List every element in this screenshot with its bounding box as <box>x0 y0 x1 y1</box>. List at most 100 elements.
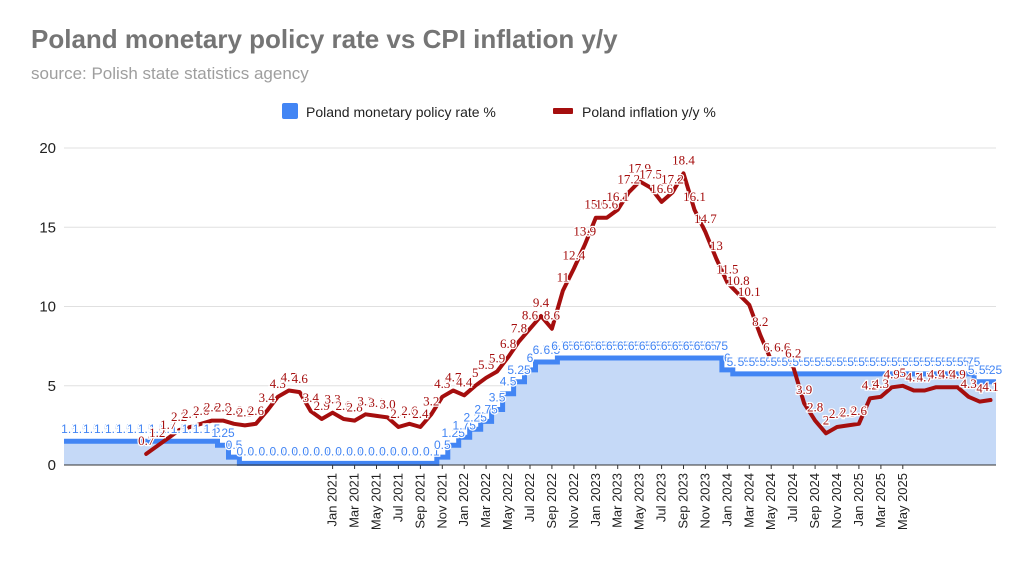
inflation-data-label: 9.4 <box>533 295 550 310</box>
inflation-data-label: 11 <box>557 270 570 285</box>
inflation-data-label: 1.7 <box>160 417 177 432</box>
rate-data-label: 5.75 <box>891 355 915 369</box>
inflation-data-label: 11.5 <box>716 262 738 277</box>
rate-data-label: 6.75 <box>639 339 663 353</box>
inflation-data-label: 6.8 <box>500 336 516 351</box>
rate-data-label: 5.75 <box>738 355 762 369</box>
rate-data-label: 0.5 <box>226 438 243 452</box>
rate-data-label: 5.25 <box>968 363 992 377</box>
rate-data-label: 5.75 <box>946 355 970 369</box>
legend-inflation-swatch <box>553 108 573 114</box>
x-tick-label: Jan 2021 <box>325 473 340 527</box>
inflation-data-label: 2 <box>823 412 830 427</box>
inflation-data-label: 4.4 <box>456 374 473 389</box>
rate-data-label: 6.75 <box>694 339 718 353</box>
rate-data-label: 0.1 <box>237 444 254 458</box>
rate-data-label: 2.25 <box>464 410 488 424</box>
rate-data-label: 0.1 <box>248 444 265 458</box>
inflation-data-label: 2.2 <box>171 409 187 424</box>
rate-data-label: 1.5 <box>83 422 100 436</box>
x-tick-label: Mar 2023 <box>610 473 625 528</box>
x-tick-label: Nov 2024 <box>829 473 844 529</box>
x-tick-label: May 2021 <box>369 473 384 530</box>
inflation-data-label: 3.1 <box>368 395 384 410</box>
inflation-data-label: 4.9 <box>928 366 944 381</box>
x-tick-label: Jan 2024 <box>719 473 734 527</box>
rate-data-label: 6.75 <box>650 339 674 353</box>
inflation-data-label: 2.6 <box>401 403 418 418</box>
inflation-data-label: 3.0 <box>379 396 395 411</box>
x-tick-label: Sep 2023 <box>676 473 691 529</box>
inflation-data-label: 3.2 <box>423 393 439 408</box>
rate-data-label: 6.75 <box>617 339 641 353</box>
inflation-data-label: 1.2 <box>149 425 165 440</box>
rate-data-label: 5.75 <box>836 355 860 369</box>
inflation-data-label: 12.4 <box>563 248 586 263</box>
rate-data-label: 6.5 <box>533 343 550 357</box>
rate-data-label: 5.75 <box>847 355 871 369</box>
rate-data-label: 0.1 <box>357 444 374 458</box>
rate-data-label: 1.5 <box>193 422 210 436</box>
rate-data-label: 5.75 <box>749 355 773 369</box>
rate-data-label: 6.75 <box>705 339 729 353</box>
rate-data-label: 6.75 <box>551 339 575 353</box>
x-tick-label: May 2025 <box>895 473 910 530</box>
x-tick-label: May 2022 <box>500 473 515 530</box>
inflation-data-label: 2.6 <box>226 403 243 418</box>
x-tick-label: Nov 2023 <box>697 473 712 529</box>
inflation-data-label: 8.6 <box>522 308 539 323</box>
rate-data-label: 1.5 <box>171 422 188 436</box>
inflation-data-label: 2.8 <box>807 400 823 415</box>
inflation-data-label: 2.8 <box>204 400 220 415</box>
rate-data-label: 6 <box>724 351 731 365</box>
y-tick-label: 10 <box>39 299 56 316</box>
inflation-data-label: 13 <box>710 238 723 253</box>
rate-data-label: 5.75 <box>880 355 904 369</box>
inflation-data-label: 2.4 <box>182 406 199 421</box>
inflation-data-label: 6.6 <box>774 339 791 354</box>
rate-data-label: 0.1 <box>401 444 418 458</box>
x-tick-label: Jan 2023 <box>588 473 603 527</box>
rate-data-label: 0.1 <box>346 444 363 458</box>
rate-data-label: 0.1 <box>412 444 429 458</box>
inflation-data-label: 2.9 <box>314 398 330 413</box>
x-tick-label: Jul 2024 <box>785 473 800 522</box>
rate-area-fill <box>64 358 996 465</box>
inflation-data-label: 10.1 <box>738 284 761 299</box>
rate-data-label: 5.75 <box>727 355 751 369</box>
rate-data-label: 1.5 <box>127 422 144 436</box>
x-tick-label: Mar 2025 <box>873 473 888 528</box>
x-tick-label: May 2023 <box>632 473 647 530</box>
rate-data-label: 1.5 <box>204 422 221 436</box>
legend-rate-swatch <box>282 103 298 119</box>
inflation-data-label: 14.7 <box>694 211 717 226</box>
inflation-data-label: 4.3 <box>270 376 286 391</box>
inflation-data-label: 6.6 <box>763 339 780 354</box>
inflation-data-label: 2.5 <box>237 404 253 419</box>
rate-data-label: 5.75 <box>924 355 948 369</box>
rate-area <box>64 358 996 465</box>
rate-data-label: 0.1 <box>379 444 396 458</box>
inflation-data-label: 3.2 <box>357 393 373 408</box>
rate-data-label: 5.75 <box>760 355 784 369</box>
rate-data-label: 5.25 <box>979 363 1003 377</box>
rate-data-label: 5.25 <box>507 363 531 377</box>
inflation-data-label: 4.9 <box>949 366 965 381</box>
legend-rate-label: Poland monetary policy rate % <box>306 104 496 120</box>
rate-data-label: 5.75 <box>902 355 926 369</box>
inflation-data-label: 7.8 <box>511 320 527 335</box>
x-tick-label: May 2024 <box>763 473 778 530</box>
rate-data-label: 1.5 <box>94 422 111 436</box>
inflation-data-label: 18.4 <box>672 152 695 167</box>
inflation-data-label: 2.6 <box>248 403 265 418</box>
rate-data-label: 5.75 <box>803 355 827 369</box>
inflation-data-label: 4.7 <box>281 370 298 385</box>
rate-data-label: 0.1 <box>390 444 407 458</box>
chart-title: Poland monetary policy rate vs CPI infla… <box>31 24 618 54</box>
x-tick-label: Jul 2021 <box>390 473 405 522</box>
rate-data-label: 6.75 <box>562 339 586 353</box>
inflation-data-label: 2.9 <box>335 398 351 413</box>
legend: Poland monetary policy rate % Poland inf… <box>282 103 716 120</box>
rate-data-label: 0.1 <box>335 444 352 458</box>
x-tick-label: Jul 2022 <box>522 473 537 522</box>
